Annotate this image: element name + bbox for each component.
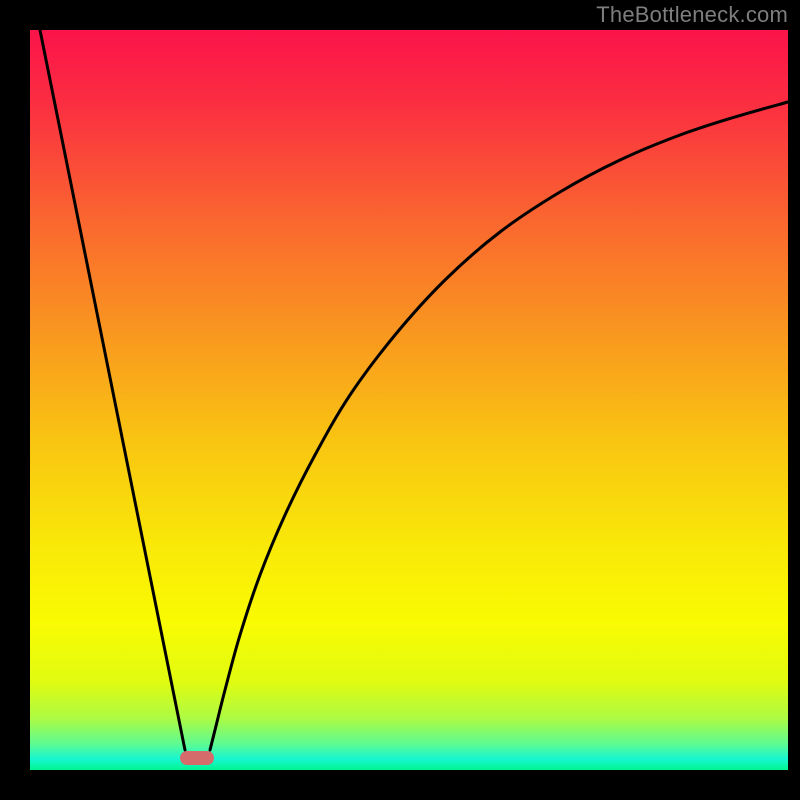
watermark-text: TheBottleneck.com <box>596 2 788 28</box>
chart-frame: TheBottleneck.com <box>0 0 800 800</box>
chart-svg <box>0 0 800 800</box>
plot-background <box>30 30 788 770</box>
optimal-marker <box>180 751 214 765</box>
